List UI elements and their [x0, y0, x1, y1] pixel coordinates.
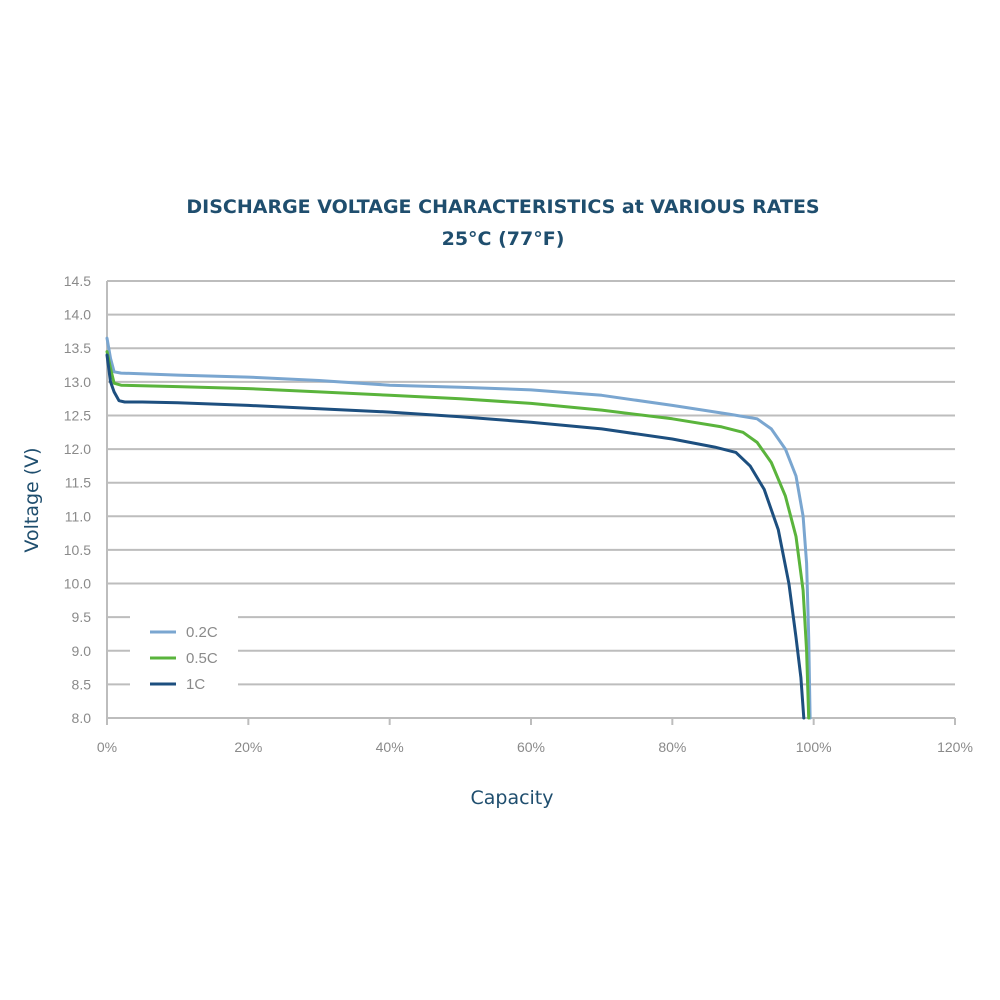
x-tick-label: 40% — [376, 739, 404, 755]
y-tick-label: 11.0 — [65, 508, 91, 524]
legend-label: 0.2C — [186, 624, 218, 641]
x-tick-labels: 0% 20% 40% 60% 80% 100% 120% — [97, 739, 973, 755]
y-tick-label: 12.0 — [64, 441, 91, 457]
chart-title: DISCHARGE VOLTAGE CHARACTERISTICS at VAR… — [186, 196, 819, 218]
grid-lines — [106, 280, 956, 725]
chart-subtitle: 25°C (77°F) — [442, 228, 565, 250]
y-tick-label: 10.5 — [64, 542, 91, 558]
x-tick-label: 0% — [97, 739, 117, 755]
legend-background — [130, 612, 238, 698]
series-line-0.2C — [105, 336, 812, 720]
y-tick-label: 13.5 — [64, 340, 91, 356]
y-tick-label: 9.0 — [72, 643, 92, 659]
y-tick-label: 8.5 — [72, 676, 92, 692]
y-tick-labels: 8.0 8.5 9.0 9.5 10.0 10.5 11.0 11.5 12.0 12.5 13.0… — [64, 273, 91, 726]
y-tick-label: 11.5 — [65, 475, 91, 491]
y-tick-label: 12.5 — [64, 407, 91, 423]
legend-label: 1C — [186, 676, 205, 693]
x-tick-label: 120% — [937, 739, 973, 755]
y-tick-label: 14.5 — [64, 273, 91, 289]
legend: 0.2C 0.5C 1C — [130, 612, 238, 698]
y-tick-label: 9.5 — [72, 609, 92, 625]
y-tick-label: 14.0 — [64, 307, 91, 323]
y-tick-label: 10.0 — [64, 576, 91, 592]
x-tick-label: 100% — [796, 739, 832, 755]
x-tick-label: 60% — [517, 739, 545, 755]
x-axis-label: Capacity — [470, 787, 553, 809]
x-tick-label: 20% — [234, 739, 262, 755]
y-tick-label: 8.0 — [72, 710, 92, 726]
legend-label: 0.5C — [186, 650, 218, 667]
series-line-1C — [105, 353, 806, 720]
series-lines — [105, 336, 812, 720]
x-tick-label: 80% — [658, 739, 686, 755]
series-line-0.5C — [105, 350, 811, 720]
y-axis-label: Voltage (V) — [21, 447, 43, 552]
y-tick-label: 13.0 — [64, 374, 91, 390]
